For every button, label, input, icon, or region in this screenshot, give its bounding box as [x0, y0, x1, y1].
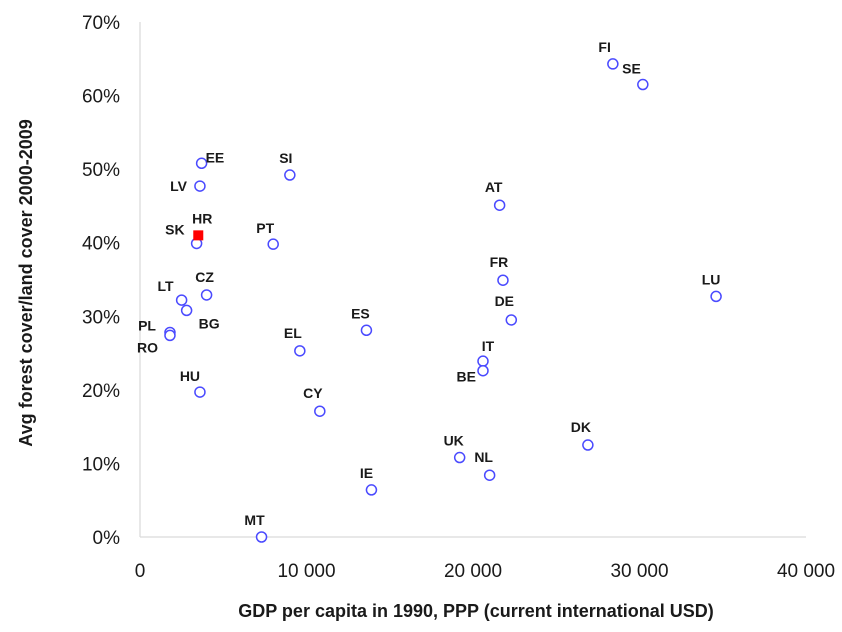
data-point-nl: [483, 469, 496, 481]
data-point-el: [294, 345, 306, 357]
point-label-el: EL: [284, 325, 302, 341]
point-label-hr: HR: [192, 210, 212, 226]
x-tick-labels: 0 10 000 20 000 30 000 40 000: [135, 561, 835, 582]
point-label-cz: CZ: [195, 269, 214, 285]
highlight-point-hr: [193, 230, 204, 241]
y-tick-label: 10%: [82, 454, 120, 475]
point-label-pl: PL: [138, 317, 156, 333]
point-label-se: SE: [622, 61, 641, 77]
data-point-es: [360, 324, 373, 337]
point-label-mt: MT: [244, 512, 265, 528]
y-tick-label: 0%: [93, 528, 121, 549]
point-label-fi: FI: [598, 39, 610, 55]
point-label-lt: LT: [158, 278, 175, 294]
data-point-it: [477, 355, 489, 367]
y-tick-label: 40%: [82, 234, 120, 255]
y-tick-label: 30%: [82, 307, 120, 328]
x-tick-label: 10 000: [277, 561, 335, 582]
data-point-ro: [164, 329, 176, 342]
axes: [139, 22, 806, 538]
y-tick-label: 50%: [82, 160, 120, 181]
data-point-pt: [267, 238, 279, 250]
data-point-ee: [195, 157, 208, 170]
data-point-at: [493, 199, 506, 211]
data-points: [164, 58, 722, 543]
point-label-de: DE: [495, 293, 514, 309]
data-point-mt: [255, 531, 268, 543]
data-point-de: [505, 314, 518, 326]
data-point-ie: [365, 484, 378, 496]
x-tick-label: 0: [135, 561, 146, 582]
data-point-lv: [194, 180, 206, 192]
x-axis-title: GDP per capita in 1990, PPP (current int…: [238, 601, 713, 621]
y-tick-label: 20%: [82, 381, 120, 402]
x-tick-label: 40 000: [777, 561, 835, 582]
point-label-ie: IE: [360, 465, 373, 481]
point-label-at: AT: [485, 179, 503, 195]
data-point-hu: [194, 386, 206, 398]
point-label-cy: CY: [303, 385, 323, 401]
point-label-ee: EE: [206, 149, 225, 165]
data-point-se: [637, 78, 649, 91]
point-label-lv: LV: [170, 178, 188, 194]
data-point-dk: [582, 439, 594, 451]
point-label-bg: BG: [199, 315, 220, 331]
point-label-fr: FR: [490, 254, 509, 270]
data-point-bg: [180, 304, 193, 317]
y-tick-label: 60%: [82, 87, 120, 108]
point-label-be: BE: [457, 369, 476, 385]
x-tick-label: 20 000: [444, 561, 502, 582]
point-label-pt: PT: [256, 220, 274, 236]
data-point-cz: [200, 289, 213, 301]
point-label-es: ES: [351, 305, 370, 321]
point-label-lu: LU: [702, 271, 721, 287]
data-point-cy: [314, 405, 326, 417]
y-axis-title: Avg forest cover/land cover 2000-2009: [16, 119, 36, 447]
y-tick-labels: 0% 10% 20% 30% 40% 50% 60% 70%: [82, 13, 120, 549]
point-labels: FI SE EE SI LV AT SK PT FR CZ LU LT BG DE ES PL RO EL IT BE…: [137, 39, 720, 528]
data-point-fr: [497, 274, 509, 286]
data-point-fi: [607, 58, 619, 70]
data-point-lu: [710, 290, 722, 303]
data-point-be: [477, 364, 489, 377]
point-label-it: IT: [482, 338, 495, 354]
x-tick-label: 30 000: [610, 561, 668, 582]
point-label-sk: SK: [165, 221, 184, 237]
point-label-ro: RO: [137, 339, 158, 355]
data-point-lt: [175, 294, 188, 306]
point-label-nl: NL: [474, 449, 493, 465]
point-label-dk: DK: [571, 419, 591, 435]
y-tick-label: 70%: [82, 13, 120, 34]
data-point-uk: [453, 451, 466, 464]
point-label-si: SI: [279, 150, 292, 166]
point-label-uk: UK: [444, 433, 464, 449]
data-point-si: [284, 169, 296, 181]
point-label-hu: HU: [180, 368, 200, 384]
